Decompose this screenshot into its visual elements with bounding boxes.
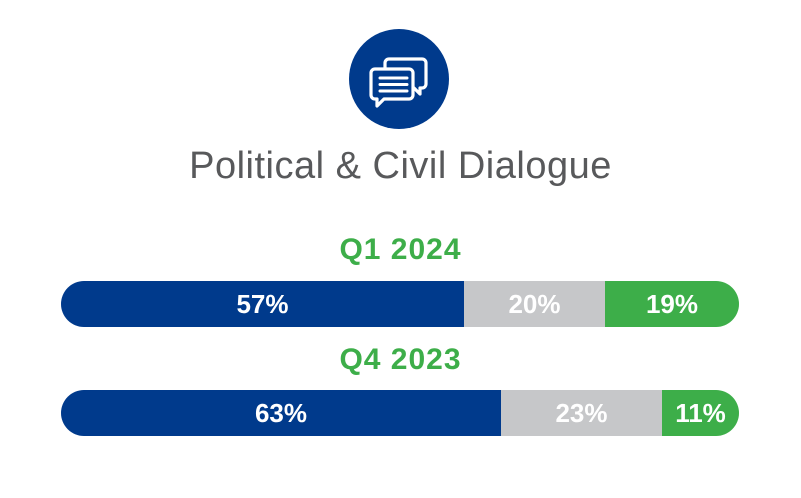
chart-title: Political & Civil Dialogue (189, 145, 612, 187)
stacked-bar: 63% 23% 11% (61, 390, 739, 436)
segment-value-label: 11% (675, 397, 726, 428)
segment-value-label: 19% (645, 288, 699, 319)
bar-segment: 20% (464, 281, 605, 327)
category-label: Q1 2024 (339, 233, 462, 266)
bar-segment: 57% (61, 281, 464, 327)
segment-value-label: 57% (236, 288, 289, 319)
category-label: Q4 2023 (339, 343, 462, 376)
chat-bubbles-icon (349, 29, 449, 129)
bar-segment: 19% (605, 281, 739, 327)
bar-segment: 11% (662, 390, 739, 436)
bar-segment: 63% (61, 390, 501, 436)
stacked-bar: 57% 20% 19% (61, 281, 739, 327)
segment-value-label: 23% (555, 397, 608, 428)
segment-value-label: 63% (254, 397, 308, 428)
bar-segment: 23% (501, 390, 662, 436)
segment-value-label: 20% (508, 288, 561, 319)
